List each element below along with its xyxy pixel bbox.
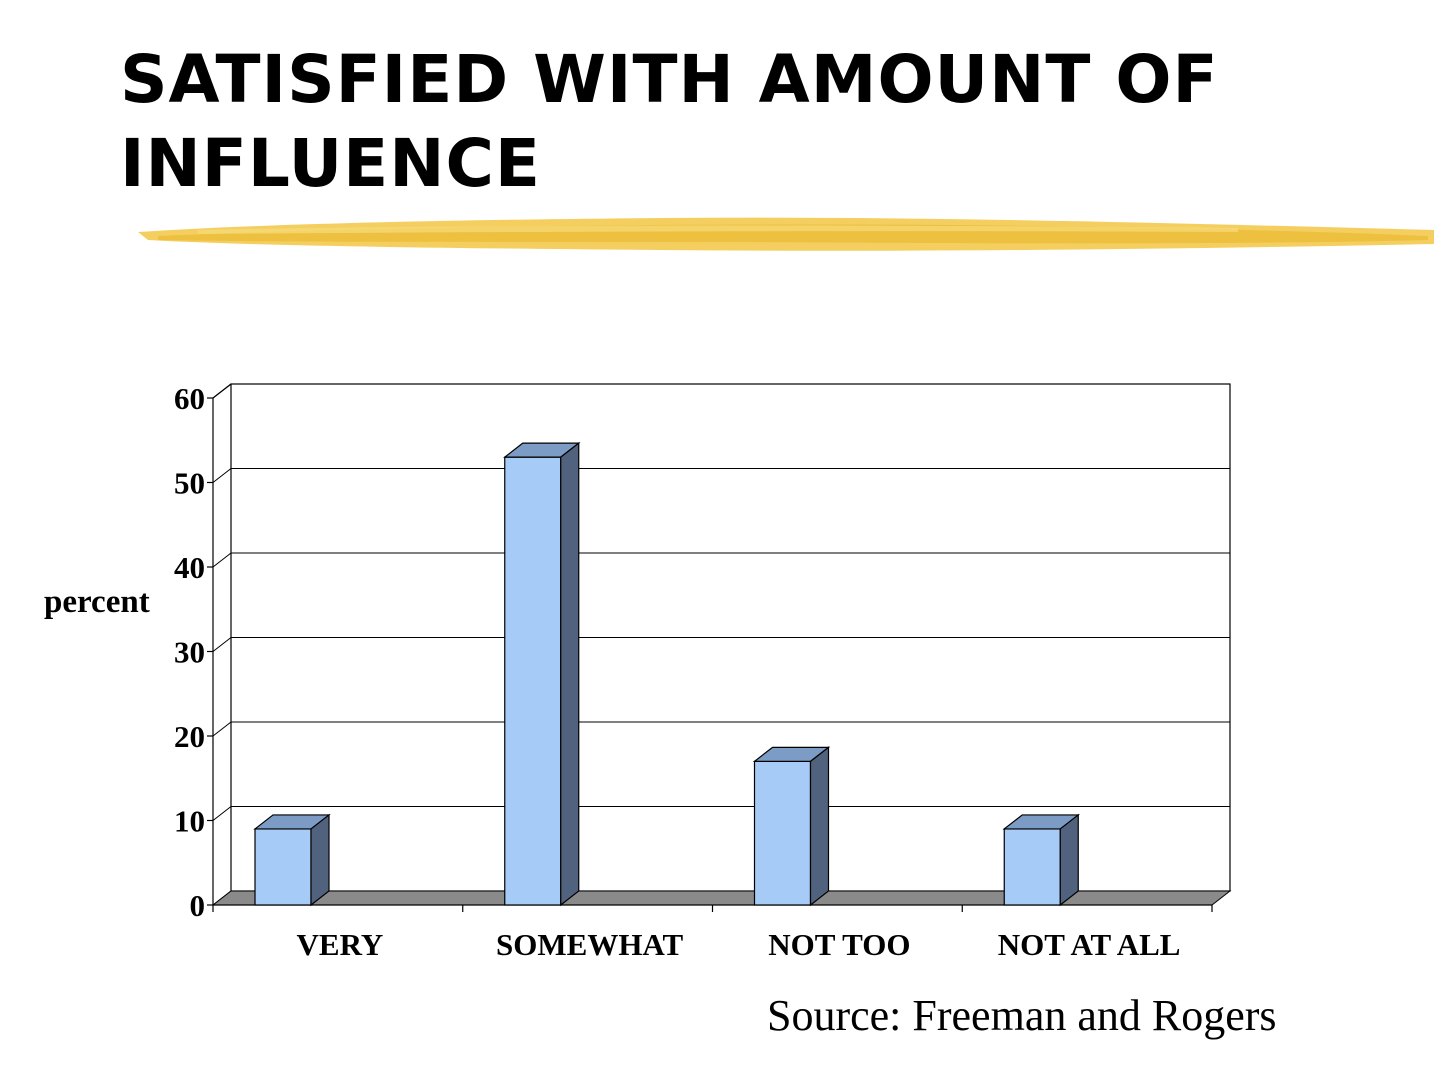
gridline-side [212, 552, 232, 568]
y-tick-label: 60 [174, 381, 205, 416]
gridline-side [212, 383, 232, 399]
y-axis-label: percent [44, 584, 150, 620]
yellow-underline-stroke [138, 217, 1434, 251]
bar-somewhat [504, 456, 562, 906]
axis-labels: 0 10 20 30 40 50 60 VERY SOMEWHAT NOT TOO NOT AT A… [174, 381, 1180, 962]
y-tick-label: 0 [190, 888, 206, 923]
y-tick-label: 20 [174, 719, 205, 754]
x-tick-label: NOT TOO [768, 927, 910, 962]
bar-side [1059, 813, 1079, 907]
gridline-side [212, 468, 232, 483]
bar-very [254, 828, 312, 906]
y-tick-label: 50 [174, 466, 205, 501]
y-tick-label: 10 [174, 804, 205, 839]
y-tick-label: 30 [174, 635, 205, 670]
bar-side [809, 746, 830, 907]
gridline-side [212, 721, 232, 737]
y-tick-label: 40 [174, 550, 205, 585]
bar-side [560, 441, 580, 907]
x-tick-label: SOMEWHAT [496, 927, 683, 962]
bar-side [310, 813, 330, 907]
chart-floor [211, 890, 1232, 906]
floor-plane [211, 890, 1232, 906]
source-note: Source: Freeman and Rogers [767, 991, 1277, 1040]
gridline-side [212, 806, 232, 821]
gridline-side [212, 637, 232, 652]
x-tick-label: NOT AT ALL [998, 927, 1181, 962]
bar-not-at-all [1003, 828, 1061, 906]
bar-not-too [753, 760, 812, 906]
x-tick-label: VERY [297, 927, 384, 962]
slide-title: SATISFIED WITH AMOUNT OF INFLUENCE [120, 41, 1219, 202]
bars [253, 441, 1080, 907]
